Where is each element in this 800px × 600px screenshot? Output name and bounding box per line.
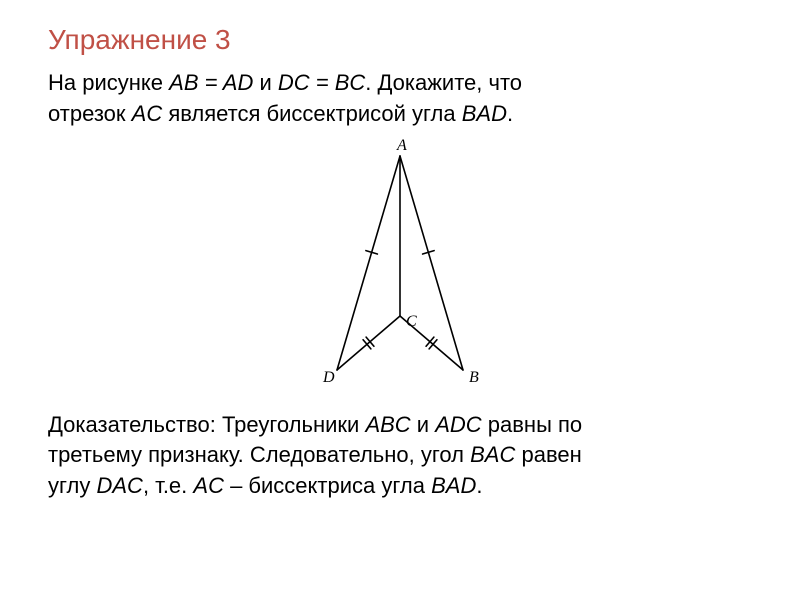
problem-text-4: является биссектрисой угла [162,101,462,126]
and1: и [253,70,278,95]
var-bac: BAC [470,442,521,467]
svg-text:B: B [469,369,479,386]
proof-3: третьему признаку. Следовательно, угол [48,442,470,467]
var-bc: BC [335,70,366,95]
exercise-title: Упражнение 3 [48,24,752,56]
problem-text-5: . [507,101,513,126]
problem-text-2: . Докажите, что [365,70,522,95]
proof-and: и [417,412,435,437]
proof-4: равен [521,442,581,467]
eq1: = [199,70,223,95]
var-ac: AC [132,101,163,126]
problem-statement: На рисунке AB = AD и DC = BC. Докажите, … [48,68,752,130]
eq2: = [310,70,335,95]
var-ac2: AC [193,473,224,498]
geometry-diagram: A C D B [275,138,525,398]
proof-text: Доказательство: Треугольники ABC и ADC р… [48,410,752,502]
problem-text-3: отрезок [48,101,132,126]
proof-7: – биссектриса угла [224,473,431,498]
diagram-container: A C D B [48,138,752,398]
var-adc: ADC [435,412,488,437]
proof-2: равны по [488,412,582,437]
var-dac: DAC [97,473,143,498]
proof-1: Треугольники [216,412,366,437]
svg-text:C: C [406,313,417,330]
proof-5: углу [48,473,97,498]
var-ad: AD [223,70,254,95]
problem-text-1: На рисунке [48,70,169,95]
var-bad2: BAD [431,473,476,498]
svg-text:A: A [396,138,407,154]
var-abc: ABC [365,412,416,437]
var-ab: AB [169,70,198,95]
svg-text:D: D [322,369,335,386]
proof-6: , т.е. [143,473,193,498]
var-bad: BAD [462,101,507,126]
var-dc: DC [278,70,310,95]
proof-label: Доказательство: [48,412,216,437]
proof-8: . [476,473,482,498]
